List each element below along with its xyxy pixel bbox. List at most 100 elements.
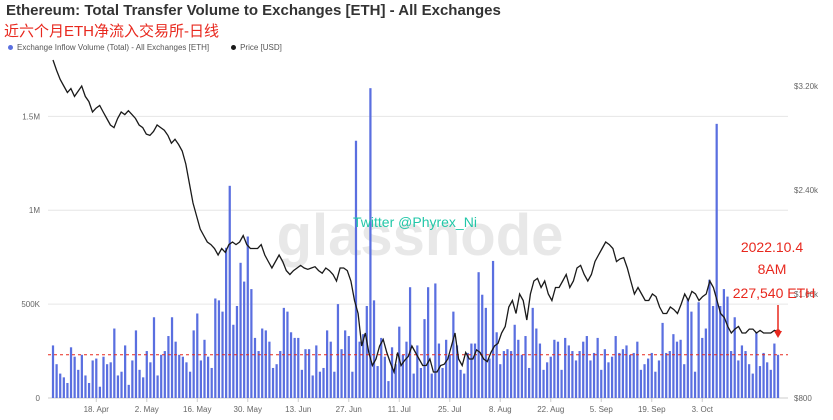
inflow-bar (206, 356, 210, 398)
inflow-bar (311, 375, 314, 398)
inflow-bar (571, 351, 574, 398)
inflow-bar (250, 289, 253, 398)
x-tick-label: 2. May (135, 405, 159, 414)
inflow-bar (679, 339, 682, 398)
inflow-bar (318, 371, 322, 398)
inflow-bar (701, 337, 704, 398)
inflow-bar (531, 307, 534, 398)
y-left-tick-label: 1M (29, 206, 40, 215)
inflow-bar (553, 339, 556, 398)
inflow-bar (376, 366, 379, 398)
inflow-bar (758, 366, 762, 398)
inflow-bar (66, 382, 69, 398)
inflow-bar (77, 369, 80, 398)
inflow-bar (647, 358, 650, 398)
inflow-bar (437, 343, 441, 398)
inflow-bar (69, 347, 73, 398)
inflow-bar (517, 339, 520, 398)
inflow-bar (614, 336, 617, 398)
inflow-bar (124, 345, 127, 398)
inflow-bar (282, 307, 285, 398)
inflow-bar (152, 317, 156, 398)
inflow-bar (87, 382, 91, 398)
inflow-bar (762, 352, 765, 398)
inflow-bar (199, 360, 203, 398)
inflow-bar (607, 362, 610, 398)
inflow-bar (650, 352, 653, 398)
y-left-tick-label: 500K (21, 300, 40, 309)
inflow-bar (232, 324, 235, 398)
inflow-bar (578, 351, 581, 398)
inflow-bar (387, 381, 390, 398)
inflow-bar (592, 352, 596, 398)
chart-title: Ethereum: Total Transfer Volume to Excha… (6, 2, 501, 19)
inflow-bar (419, 367, 423, 398)
legend-swatch-inflow (8, 45, 13, 50)
inflow-bar (722, 289, 726, 398)
y-left-tick-label: 1.5M (22, 112, 40, 121)
inflow-bar (145, 351, 148, 398)
inflow-bar (542, 369, 545, 398)
inflow-bar (228, 185, 231, 398)
inflow-bar (181, 356, 184, 398)
annotation-arrowhead (774, 331, 782, 338)
inflow-bar (336, 304, 340, 398)
inflow-bar (733, 317, 736, 398)
inflow-bar (621, 349, 625, 398)
inflow-bar (279, 351, 282, 398)
inflow-bar (643, 364, 646, 398)
inflow-bar (473, 343, 477, 398)
inflow-bar (434, 283, 437, 398)
inflow-bar (380, 337, 383, 398)
inflow-bar (773, 343, 776, 398)
inflow-bar (293, 337, 296, 398)
x-axis-ticks: 18. Apr 2. May 16. May 30. May 13. Jun 27. Ju… (84, 398, 714, 414)
inflow-bar (163, 351, 166, 398)
inflow-bar (657, 360, 661, 398)
inflow-bar (217, 300, 221, 398)
inflow-bar (235, 305, 239, 398)
inflow-bar (740, 345, 744, 398)
legend-item-price[interactable]: Price [USD] (231, 43, 282, 52)
inflow-bar (582, 341, 585, 398)
inflow-bar (549, 356, 552, 398)
x-tick-label: 13. Jun (285, 405, 311, 414)
inflow-bar (358, 341, 361, 398)
x-tick-label: 22. Aug (537, 405, 564, 414)
legend-item-inflow[interactable]: Exchange Inflow Volume (Total) - All Exc… (8, 43, 209, 52)
inflow-bar (300, 369, 303, 398)
inflow-bar (55, 364, 58, 398)
inflow-bar (470, 343, 473, 398)
inflow-bar (726, 296, 729, 398)
inflow-bar (499, 364, 502, 398)
inflow-bar (102, 356, 105, 398)
x-tick-label: 18. Apr (84, 405, 110, 414)
inflow-bar (329, 341, 332, 398)
inflow-bar (170, 317, 174, 398)
inflow-bar (192, 330, 195, 398)
inflow-bar (636, 341, 639, 398)
inflow-bar (113, 328, 116, 398)
inflow-bar (62, 377, 65, 398)
inflow-bar (268, 341, 271, 398)
inflow-bar (509, 351, 513, 398)
inflow-bar (307, 349, 311, 398)
inflow-bar (398, 326, 401, 398)
inflow-bar (264, 330, 267, 398)
inflow-bar (354, 140, 358, 398)
inflow-bar (333, 371, 336, 398)
inflow-bar (214, 298, 217, 398)
inflow-bar (484, 307, 487, 398)
inflow-bar (423, 319, 426, 398)
inflow-bar (697, 302, 700, 398)
inflow-bar (203, 339, 206, 398)
inflow-bar (672, 334, 675, 398)
inflow-bar (286, 311, 289, 398)
inflow-bar (289, 332, 293, 398)
inflow-bar (347, 336, 350, 398)
inflow-bar (257, 351, 260, 398)
inflow-bar (459, 369, 462, 398)
x-tick-label: 5. Sep (590, 405, 614, 414)
inflow-bar (560, 369, 563, 398)
